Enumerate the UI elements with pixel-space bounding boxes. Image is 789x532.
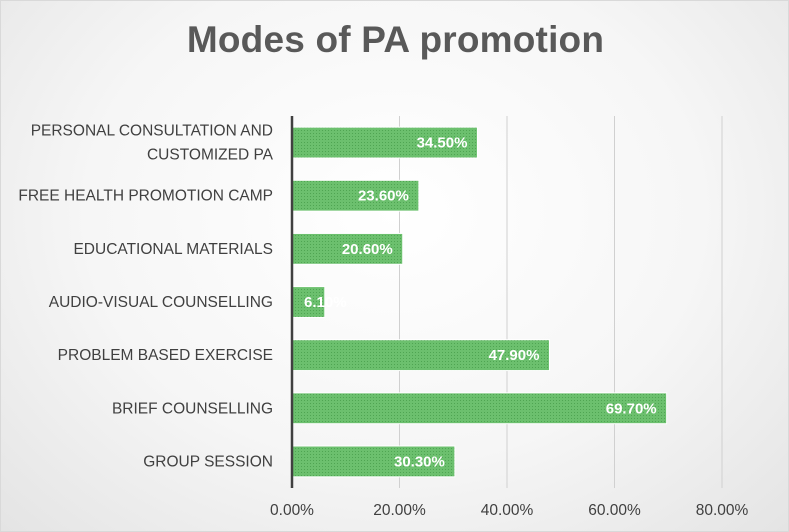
data-label: 47.90% [489, 347, 540, 364]
bar [291, 339, 550, 372]
data-label: 20.60% [342, 241, 393, 258]
bar [291, 232, 404, 265]
category-label: AUDIO-VISUAL COUNSELLING [49, 294, 273, 311]
category-label: BRIEF COUNSELLING [112, 400, 273, 417]
category-label: EDUCATIONAL MATERIALS [73, 241, 273, 258]
category-label: CUSTOMIZED PA [147, 147, 274, 164]
data-label: 6.10% [304, 294, 347, 311]
x-tick-label: 40.00% [481, 502, 534, 519]
category-label: FREE HEALTH PROMOTION CAMP [18, 188, 273, 205]
data-label: 30.30% [394, 453, 445, 470]
x-tick-label: 60.00% [588, 502, 641, 519]
data-label: 34.50% [417, 135, 468, 152]
category-label: GROUP SESSION [143, 453, 273, 470]
bar [291, 179, 420, 212]
category-label: PROBLEM BASED EXERCISE [58, 347, 273, 364]
category-label: PERSONAL CONSULTATION AND [31, 123, 273, 140]
bar [291, 392, 668, 425]
data-label: 23.60% [358, 188, 409, 205]
bar [291, 445, 456, 478]
data-label: 69.70% [606, 400, 657, 417]
chart-title: Modes of PA promotion [186, 19, 605, 60]
x-tick-label: 20.00% [373, 502, 426, 519]
x-tick-label: 0.00% [270, 502, 314, 519]
x-tick-label: 80.00% [696, 502, 749, 519]
